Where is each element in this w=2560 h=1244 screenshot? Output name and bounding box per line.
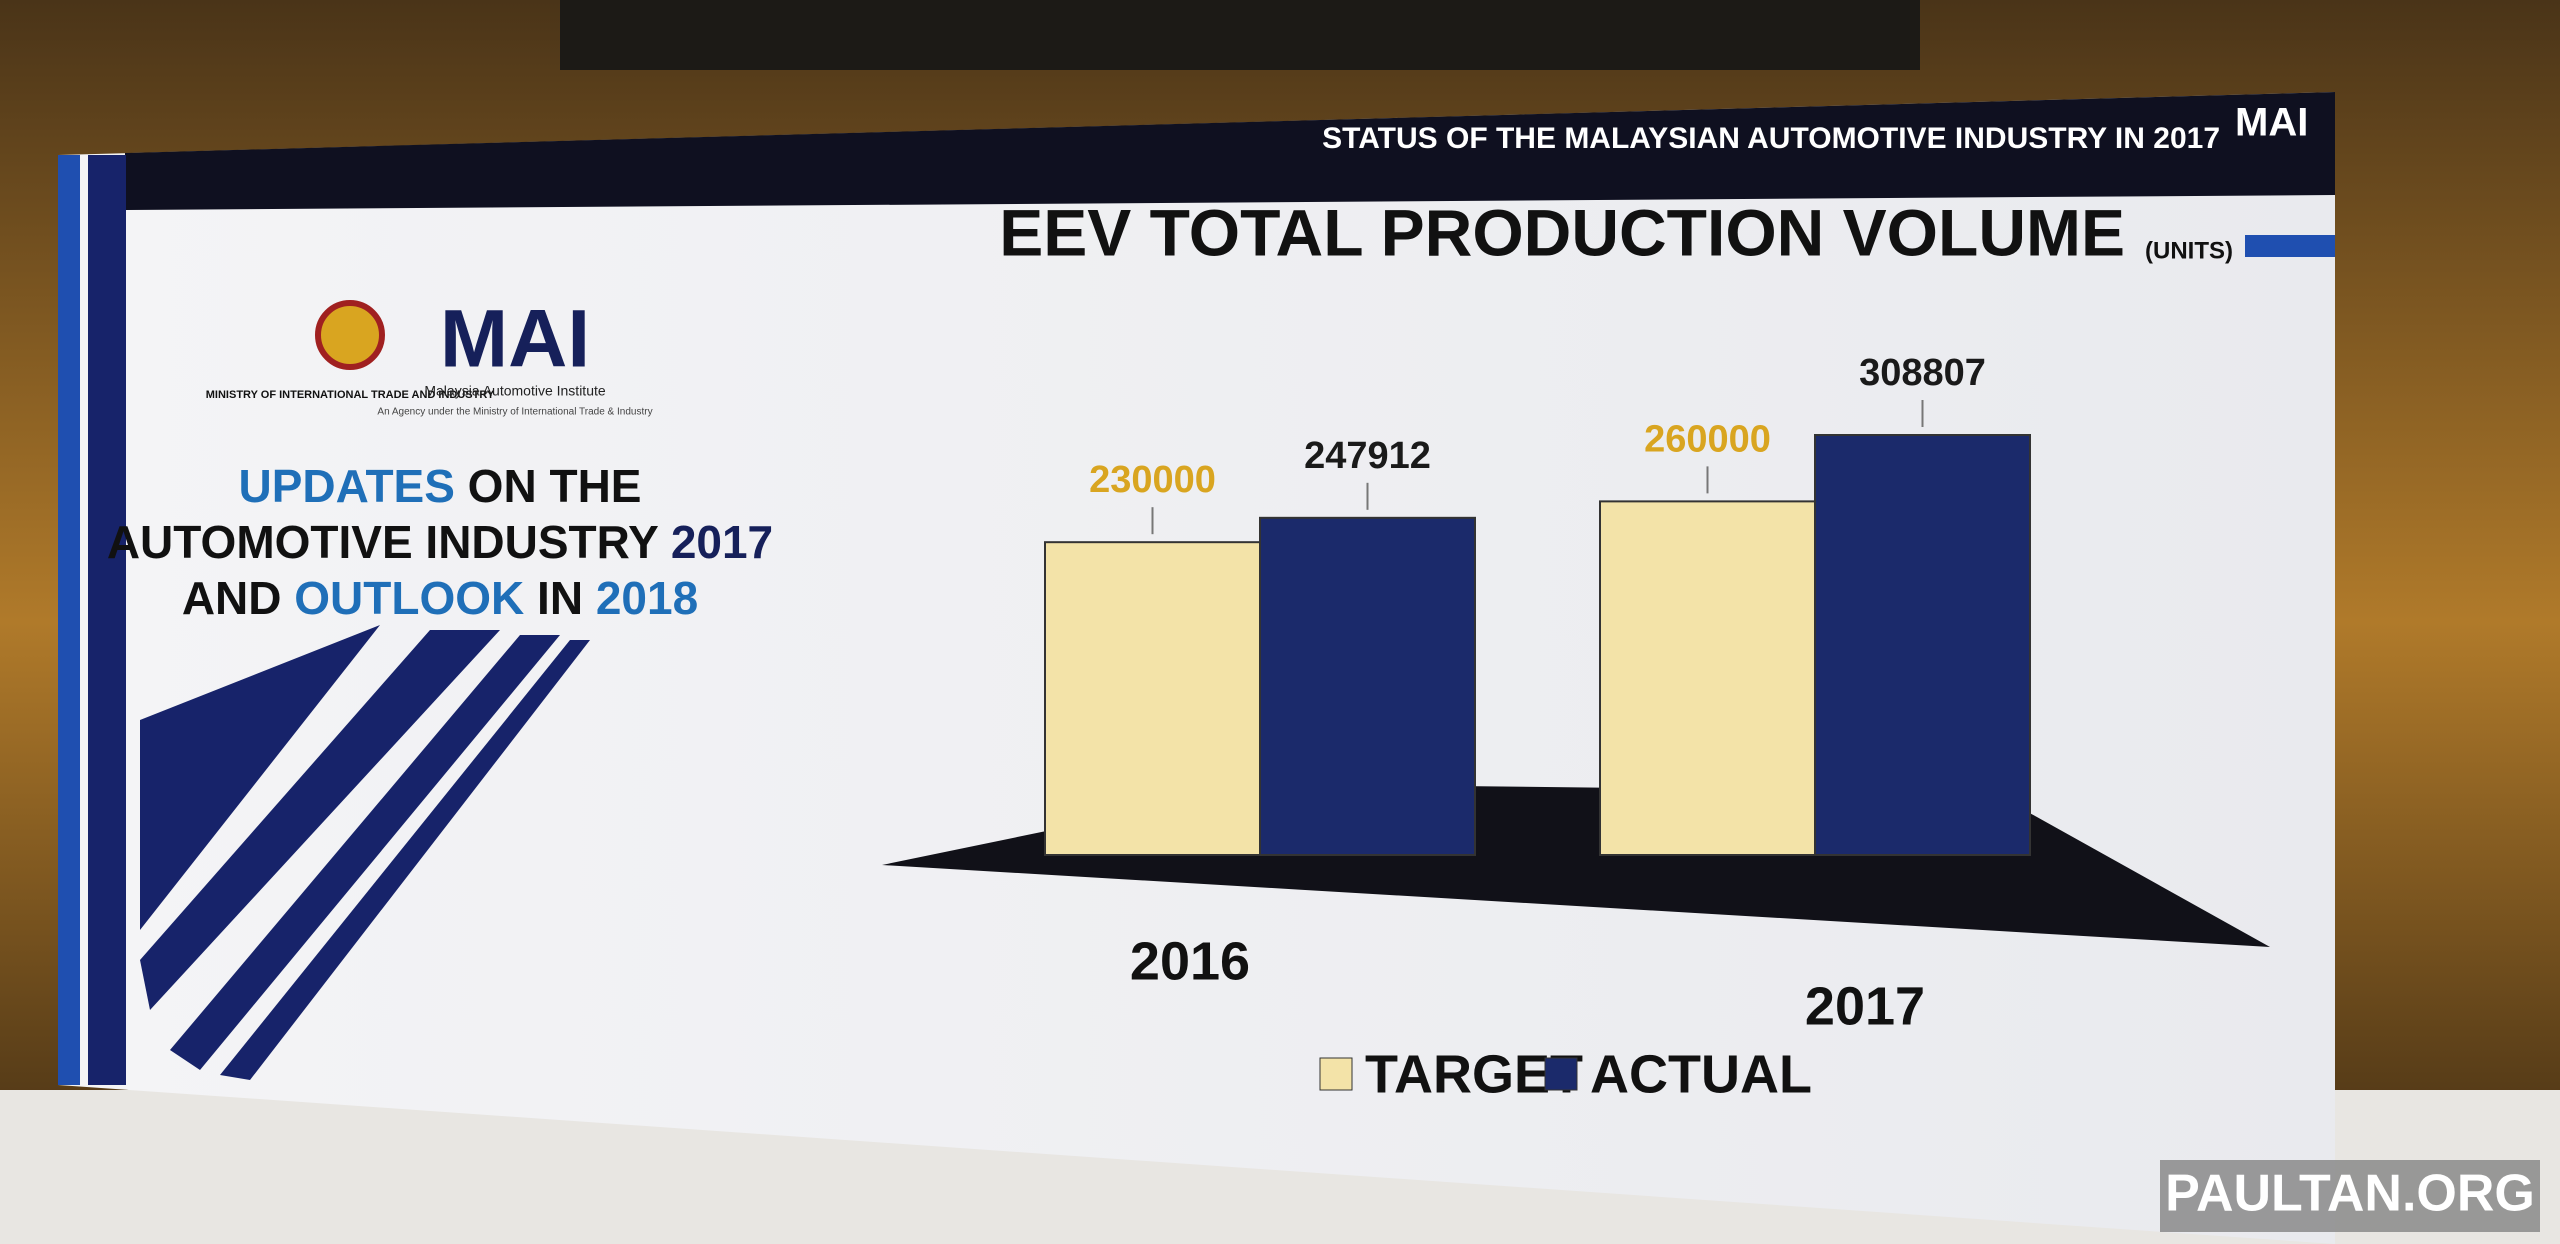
legend-label: ACTUAL	[1590, 1044, 1812, 1104]
header-logo: MAI	[2235, 101, 2308, 145]
slide-title-line: UPDATES ON THE	[239, 460, 642, 512]
title-accent	[2245, 235, 2335, 257]
decor-stripe	[220, 640, 590, 1080]
slide-title-segment: ON THE	[455, 460, 642, 512]
slide-title-segment: 2017	[671, 516, 773, 568]
slide-title-segment: 2018	[596, 572, 698, 624]
decor-stripe	[140, 625, 380, 930]
mai-tagline: An Agency under the Ministry of Internat…	[377, 407, 652, 418]
unit-label: (UNITS)	[2145, 237, 2233, 264]
decor-stripe	[140, 630, 500, 1010]
bar	[1814, 434, 2031, 856]
header-bar	[125, 92, 2335, 210]
chart-title: EEV TOTAL PRODUCTION VOLUME	[999, 195, 2125, 269]
decor-stripe	[170, 635, 560, 1070]
mai-name: Malaysia Automotive Institute	[424, 383, 606, 399]
slide-title-segment: UPDATES	[239, 460, 455, 512]
legend-swatch	[1544, 1057, 1578, 1091]
x-tick-label: 2016	[1130, 931, 1250, 991]
watermark: PAULTAN.ORG	[2165, 1165, 2535, 1223]
ceiling-beam	[560, 0, 1920, 70]
bar	[1259, 516, 1476, 857]
watermark-box	[2160, 1160, 2540, 1232]
x-tick-label: 2017	[1805, 976, 1925, 1036]
header-text: STATUS OF THE MALAYSIAN AUTOMOTIVE INDUS…	[1322, 122, 2220, 155]
slide-title-segment: IN	[524, 572, 596, 624]
ministry-name: MINISTRY OF INTERNATIONAL TRADE AND INDU…	[206, 389, 495, 401]
slide-title-segment: AUTOMOTIVE INDUSTRY	[107, 516, 671, 568]
ministry-crest	[315, 300, 385, 370]
side-stripe	[88, 155, 126, 1085]
side-stripe	[58, 155, 80, 1085]
slide-title-line: AND OUTLOOK IN 2018	[182, 572, 698, 624]
data-label: 230000	[1089, 459, 1216, 501]
data-label: 260000	[1644, 418, 1771, 460]
slide-title-segment: AND	[182, 572, 294, 624]
slide-title-line: AUTOMOTIVE INDUSTRY 2017	[107, 516, 773, 568]
mai-logo: MAI	[440, 294, 590, 385]
data-label: 247912	[1304, 435, 1431, 477]
bar	[1044, 541, 1261, 856]
legend-swatch	[1319, 1057, 1353, 1091]
slide-title-segment: OUTLOOK	[294, 572, 524, 624]
bar	[1599, 500, 1816, 856]
data-label: 308807	[1859, 352, 1986, 394]
